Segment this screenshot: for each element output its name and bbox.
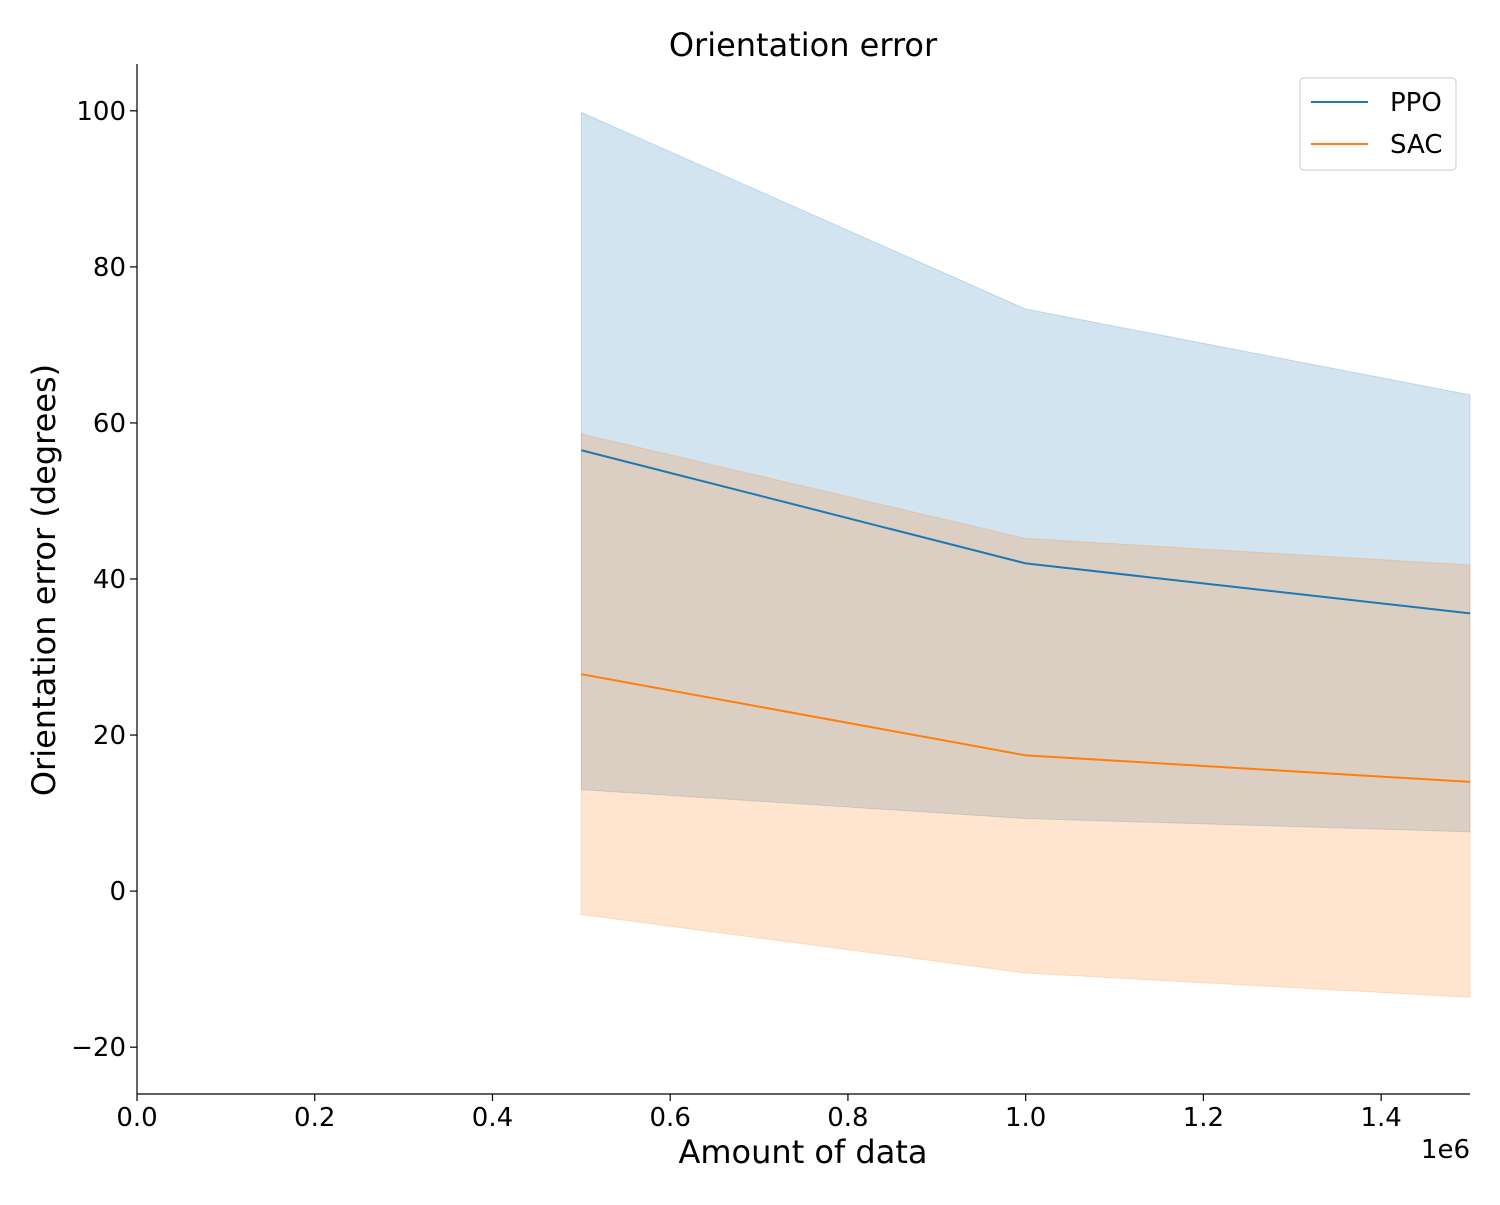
ppo-legend-label: PPO: [1390, 88, 1442, 118]
x-tick-label: 0.6: [650, 1103, 691, 1133]
x-axis-title: Amount of data: [678, 1133, 927, 1171]
x-tick-label: 1.0: [1005, 1103, 1046, 1133]
sac-legend-label: SAC: [1390, 130, 1442, 160]
sac-confidence-band: [580, 433, 1471, 998]
ppo-line: [581, 449, 1471, 615]
confidence-bands: [580, 111, 1471, 998]
y-tick-label: −20: [71, 1033, 126, 1063]
chart-title: Orientation error: [669, 26, 938, 64]
x-tick-label: 0.4: [472, 1103, 513, 1133]
x-tick-label: 0.0: [116, 1103, 157, 1133]
x-tick-label: 1.4: [1360, 1103, 1401, 1133]
y-axis-title: Orientation error (degrees): [25, 364, 63, 796]
x-tick-label: 0.2: [294, 1103, 335, 1133]
legend: PPO SAC: [1299, 77, 1457, 171]
y-tick-label: 60: [93, 409, 126, 439]
ppo-confidence-band: [580, 111, 1471, 833]
y-tick-label: 40: [93, 565, 126, 595]
y-tick-label: 100: [76, 97, 126, 127]
x-tick-label: 1.2: [1183, 1103, 1224, 1133]
y-tick-label: 0: [109, 877, 126, 907]
series-lines: [581, 449, 1471, 783]
x-tick-label: 0.8: [827, 1103, 868, 1133]
y-tick-label: 20: [93, 721, 126, 751]
y-tick-label: 80: [93, 253, 126, 283]
ticks: 0.0 0.2 0.4 0.6 0.8 1.0 1.2 1.4 −20 0 20 40 60 80 100: [71, 97, 1402, 1133]
x-axis-offset-label: 1e6: [1421, 1135, 1470, 1165]
sac-line: [581, 673, 1471, 783]
